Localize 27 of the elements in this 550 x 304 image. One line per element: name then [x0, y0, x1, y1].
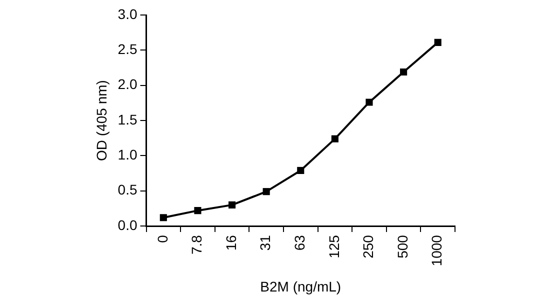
point	[228, 201, 236, 208]
point	[331, 135, 338, 142]
x-tick-label: 31	[257, 234, 274, 251]
x-tick-label: 63	[291, 234, 308, 251]
point	[194, 207, 202, 214]
y-tick-label: 0.0	[118, 216, 138, 233]
y-tick-label: 3.0	[118, 6, 138, 22]
y-axis-title: OD (405 nm)	[93, 80, 110, 161]
x-tick-label: 500	[394, 234, 410, 258]
point	[160, 214, 167, 222]
y-tick-label: 1.5	[118, 111, 138, 128]
x-tick-label: 250	[360, 234, 376, 258]
x-tick-label: 0	[154, 234, 170, 243]
x-axis-title: B2M (ng/mL)	[260, 278, 342, 294]
point	[297, 166, 304, 174]
y-tick-label: 2.0	[118, 76, 138, 92]
x-tick-label: 16	[222, 234, 239, 251]
x-tick-label: 125	[326, 234, 342, 258]
point	[366, 98, 373, 106]
x-tick-label: 7.8	[188, 234, 205, 255]
y-tick-label: 1.0	[118, 146, 138, 163]
point	[400, 68, 408, 76]
x-tick-label: 1000	[428, 234, 445, 266]
point	[262, 188, 270, 196]
y-tick-label: 0.5	[118, 182, 138, 198]
y-tick-label: 2.5	[118, 41, 138, 58]
point	[434, 38, 442, 46]
